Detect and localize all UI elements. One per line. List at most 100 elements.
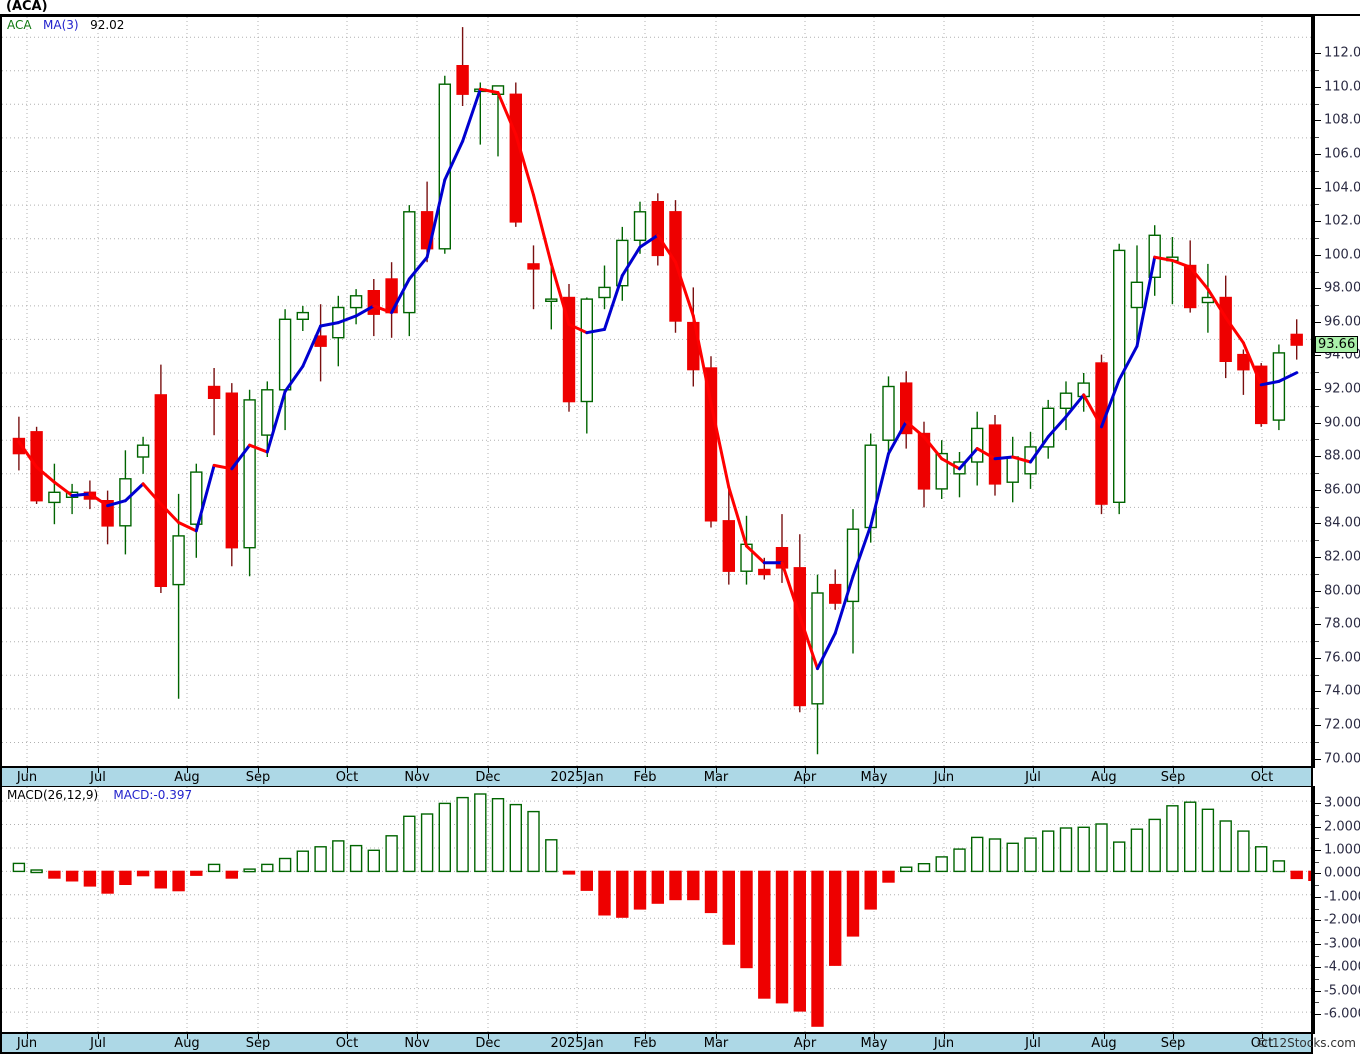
- date-axis-label: Mar: [703, 1036, 729, 1051]
- date-axis-label: Jul: [90, 770, 106, 785]
- price-axis-tick-label: 88.00: [1324, 448, 1360, 464]
- macd-axis-tick-label: 1.000: [1324, 842, 1360, 858]
- price-axis-tick-label: 102.00: [1324, 213, 1360, 229]
- date-axis-tick: [417, 1034, 418, 1039]
- macd-axis-tick-label: -6.000: [1324, 1006, 1360, 1022]
- price-axis-tick-label: 78.00: [1324, 616, 1360, 632]
- date-axis-tick: [716, 1034, 717, 1039]
- date-axis-label: Sep: [1160, 1036, 1186, 1051]
- price-axis-minor-tick: [1315, 506, 1319, 508]
- macd-x-axis-date-band: Jun Jul Aug Sep Oct Nov Dec 2025Jan Feb Mar Apr May…: [0, 1032, 1313, 1054]
- price-axis-tick-label: 104.00: [1324, 180, 1360, 195]
- price-axis-tick: [1315, 422, 1321, 424]
- date-axis-label: Apr: [793, 1036, 817, 1051]
- price-axis-tick: [1315, 389, 1321, 390]
- price-axis-tick: [1315, 624, 1321, 626]
- macd-axis-minor-tick: [1315, 838, 1319, 840]
- macd-axis-minor-tick: [1315, 955, 1319, 957]
- price-axis-minor-tick: [1315, 237, 1319, 239]
- date-axis-tick: [417, 768, 418, 773]
- price-axis-minor-tick: [1315, 405, 1319, 407]
- date-axis-label: Jul: [1025, 1036, 1041, 1051]
- macd-axis-tick: [1315, 943, 1321, 945]
- date-axis-label: Jun: [933, 1036, 955, 1051]
- date-axis-tick: [488, 1034, 489, 1039]
- price-axis-tick: [1315, 489, 1321, 491]
- date-axis-tick: [645, 768, 646, 773]
- legend-ma-value: 92.02: [90, 18, 125, 32]
- price-axis-minor-tick: [1315, 439, 1319, 441]
- macd-axis-tick-label: 2.000: [1324, 819, 1360, 834]
- macd-axis-tick-label: -2.000: [1324, 912, 1360, 928]
- date-axis-tick: [944, 768, 945, 773]
- date-axis-tick: [27, 768, 28, 773]
- date-axis-label: Sep: [245, 1036, 271, 1051]
- price-axis-minor-tick: [1315, 607, 1319, 609]
- price-axis-tick: [1315, 321, 1321, 323]
- price-y-axis: 112.00 110.00 108.00 106.00 104.00 102.00 100.…: [1313, 16, 1360, 768]
- price-axis-tick-label: 108.00: [1324, 112, 1360, 128]
- date-axis-tick: [645, 1034, 646, 1039]
- price-axis-tick-label: 74.00: [1324, 683, 1360, 699]
- price-axis-tick-label: 106.00: [1324, 146, 1360, 162]
- date-axis-label: Oct: [1250, 1036, 1274, 1051]
- date-axis-tick: [187, 1034, 188, 1039]
- price-axis-tick: [1315, 691, 1321, 693]
- date-axis-tick: [98, 1034, 99, 1039]
- macd-axis-minor-tick: [1315, 814, 1319, 816]
- date-axis-label: Feb: [633, 770, 657, 785]
- date-axis-tick: [488, 768, 489, 773]
- macd-legend-value: MACD:-0.397: [113, 788, 193, 802]
- price-axis-tick: [1315, 758, 1321, 760]
- price-axis-tick-label: 72.00: [1324, 717, 1360, 733]
- date-axis-label: Jul: [90, 1036, 106, 1051]
- price-axis-minor-tick: [1315, 204, 1319, 206]
- price-axis-tick-label: 80.00: [1324, 583, 1360, 599]
- macd-axis-minor-tick: [1315, 885, 1319, 887]
- date-axis-label: Aug: [1091, 770, 1117, 785]
- date-axis-label: Oct: [335, 1036, 359, 1051]
- date-axis-label: 2025Jan: [550, 770, 604, 785]
- date-axis-label: Sep: [245, 770, 271, 785]
- date-axis-label: May: [860, 770, 888, 785]
- date-axis-tick: [1104, 1034, 1105, 1039]
- legend-symbol: ACA: [7, 18, 32, 32]
- macd-axis-tick-label: 3.000: [1324, 795, 1360, 811]
- date-axis-tick: [577, 768, 578, 773]
- price-axis-minor-tick: [1315, 640, 1319, 642]
- macd-axis-minor-tick: [1315, 932, 1319, 933]
- date-axis-label: Feb: [633, 1036, 657, 1051]
- date-axis-label: May: [860, 1036, 888, 1051]
- macd-axis-tick-label: -5.000: [1324, 983, 1360, 999]
- price-axis-tick-label: 82.00: [1324, 549, 1360, 565]
- price-axis-tick-label: 84.00: [1324, 515, 1360, 531]
- macd-axis-tick-label: -1.000: [1324, 889, 1360, 905]
- price-axis-minor-tick: [1315, 103, 1319, 105]
- macd-axis-tick: [1315, 920, 1321, 922]
- date-axis-tick: [1104, 768, 1105, 773]
- price-axis-tick: [1315, 288, 1321, 290]
- price-axis-tick: [1315, 724, 1321, 726]
- price-axis-tick-label: 92.00: [1324, 381, 1360, 397]
- price-axis-tick-label: 110.00: [1324, 79, 1360, 95]
- price-axis-tick: [1315, 86, 1321, 88]
- price-axis-tick: [1315, 120, 1321, 122]
- macd-legend: MACD(26,12,9) MACD:-0.397: [7, 789, 192, 802]
- date-axis-tick: [258, 768, 259, 773]
- date-axis-label: Dec: [475, 770, 501, 785]
- date-axis-label: Dec: [475, 1036, 501, 1051]
- macd-axis-tick: [1315, 826, 1321, 828]
- macd-axis-tick: [1315, 803, 1321, 805]
- date-axis-tick: [1033, 768, 1034, 773]
- date-axis-tick: [805, 1034, 806, 1039]
- macd-plot-area: [2, 787, 1311, 1032]
- date-axis-tick: [944, 1034, 945, 1039]
- date-axis-tick: [1262, 768, 1263, 773]
- price-axis-tick-label: 100.00: [1324, 247, 1360, 263]
- current-price-badge: 93.66: [1315, 336, 1359, 354]
- date-axis-tick: [577, 1034, 578, 1039]
- date-axis-tick: [1033, 1034, 1034, 1039]
- title-bar: (ACA): [0, 0, 1360, 16]
- price-axis-minor-tick: [1315, 69, 1319, 71]
